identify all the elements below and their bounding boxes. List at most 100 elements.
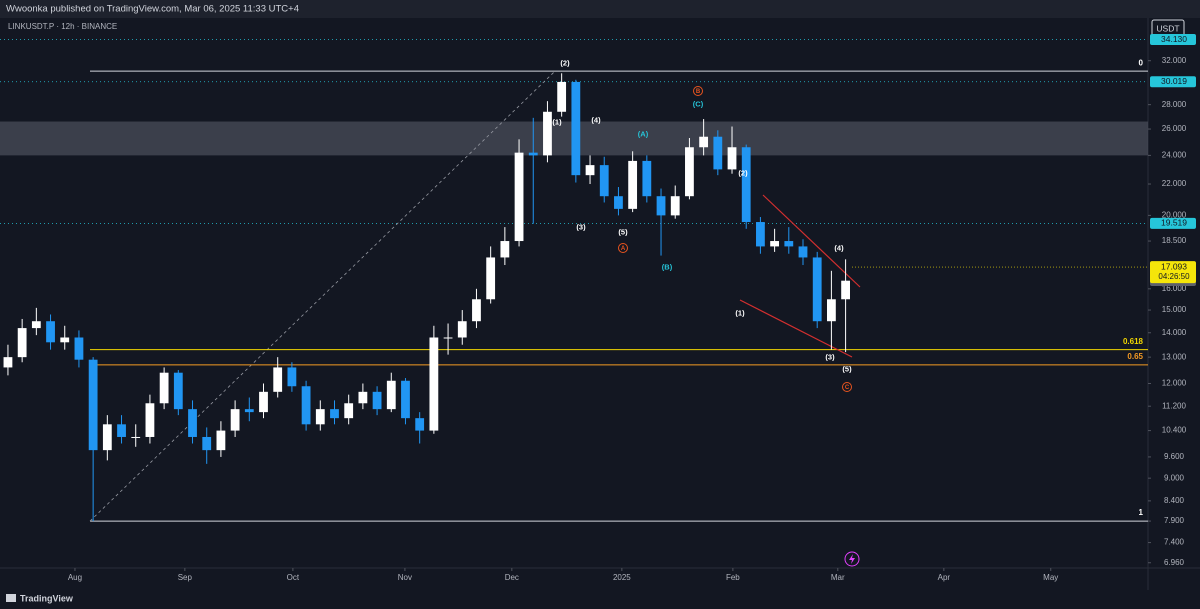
- candle-body: [486, 257, 496, 300]
- wave-label: (4): [591, 115, 601, 124]
- candle-body: [131, 436, 141, 438]
- alert-icon[interactable]: [844, 551, 860, 567]
- last-price-badge: [1150, 261, 1196, 284]
- fib-ratio: 0.618: [1123, 337, 1144, 346]
- candle-body: [3, 357, 13, 368]
- candle-body: [372, 391, 382, 410]
- candle-body: [670, 196, 680, 216]
- candle-body: [770, 241, 780, 247]
- y-tick-label: 26.000: [1162, 124, 1187, 133]
- candle-body: [614, 196, 623, 209]
- wave-label: A: [621, 246, 626, 252]
- candle-body: [344, 403, 354, 419]
- y-tick-label: 14.000: [1162, 328, 1187, 337]
- candle-body: [273, 367, 283, 392]
- wave-label: B: [696, 89, 701, 95]
- wave-circle: [693, 86, 703, 96]
- candle-body: [443, 337, 453, 339]
- logo-mark: [6, 594, 16, 602]
- candle-body: [457, 321, 467, 338]
- candle-body: [301, 386, 311, 425]
- candle-body: [259, 391, 268, 413]
- candle-body: [841, 280, 850, 300]
- candle-body: [642, 160, 652, 197]
- candle-body: [31, 321, 41, 329]
- y-tick-label: 32.000: [1162, 56, 1187, 65]
- wave-label: (C): [693, 99, 704, 108]
- x-tick-label: Aug: [68, 573, 82, 582]
- price-badge: [1150, 34, 1196, 46]
- candle-body: [727, 147, 737, 170]
- y-tick-label: 24.000: [1162, 150, 1187, 159]
- candle-body: [528, 152, 538, 156]
- y-tick-label: 12.000: [1162, 379, 1187, 388]
- candle-body: [713, 136, 723, 170]
- x-tick-label: Dec: [505, 573, 519, 582]
- y-tick-label: 6.960: [1164, 558, 1185, 567]
- candle-body: [812, 257, 822, 322]
- candle-body: [230, 409, 240, 431]
- wave-label: (5): [842, 364, 852, 373]
- wedge-line: [739, 299, 853, 358]
- x-tick-label: Mar: [831, 573, 845, 582]
- x-tick-label: Apr: [938, 573, 951, 582]
- y-tick-label: 28.000: [1162, 100, 1187, 109]
- price-badge: [1150, 217, 1196, 229]
- candle-body: [685, 147, 694, 197]
- candle-body: [514, 152, 524, 242]
- wave-label: (5): [618, 227, 628, 236]
- candle-body: [826, 299, 836, 322]
- candle-body: [74, 337, 84, 360]
- candle-body: [145, 403, 155, 437]
- candle-body: [585, 165, 595, 176]
- wave-label: (3): [825, 352, 835, 361]
- wave-label: (3): [576, 222, 586, 231]
- price-badge: [1150, 76, 1196, 88]
- x-tick-label: Oct: [287, 573, 300, 582]
- wave-circle: [618, 243, 628, 253]
- y-tick-label: 22.000: [1162, 179, 1187, 188]
- range-ratio: 0: [1139, 58, 1144, 67]
- candle-body: [415, 418, 425, 431]
- x-tick-label: Nov: [398, 573, 412, 582]
- candle-body: [386, 380, 396, 410]
- y-tick-label: 16.000: [1162, 284, 1187, 293]
- wave-label: C: [845, 385, 850, 391]
- candle-body: [741, 147, 751, 223]
- y-tick-label: 8.400: [1164, 496, 1185, 505]
- y-tick-label: 20.000: [1162, 210, 1187, 219]
- candle-body: [188, 409, 197, 437]
- y-tick-label: 10.400: [1162, 426, 1187, 435]
- fib-ratio: 0.65: [1127, 352, 1143, 361]
- logo: TradingView: [6, 593, 74, 603]
- price-badge-label: 19.519: [1161, 218, 1187, 228]
- y-tick-label: 18.500: [1162, 236, 1187, 245]
- candle-body: [599, 165, 609, 197]
- x-tick-label: May: [1043, 573, 1058, 582]
- candle-body: [656, 196, 666, 216]
- x-tick-label: Feb: [726, 573, 740, 582]
- alert-bolt[interactable]: [849, 554, 855, 564]
- candle-body: [202, 436, 212, 451]
- currency[interactable]: USDT: [1156, 23, 1179, 33]
- candle-body: [628, 160, 638, 209]
- price-badge-label: 30.019: [1161, 76, 1187, 86]
- y-tick-label: 11.200: [1162, 401, 1186, 410]
- y-tick-label: 7.400: [1164, 538, 1185, 547]
- candle-body: [571, 81, 581, 176]
- candle-body: [472, 299, 481, 322]
- candle-body: [315, 409, 325, 425]
- candle-body: [500, 241, 510, 258]
- wedge-line: [762, 194, 861, 288]
- candle-body: [784, 241, 794, 247]
- wave-label: (1): [552, 117, 562, 126]
- candle-body: [17, 328, 27, 358]
- candle-body: [557, 81, 567, 112]
- candle-body: [287, 367, 297, 387]
- plot: 6.960 7.400 7.900 8.400 9.000 9.600 10.400 11.2…: [0, 34, 1196, 582]
- candle-body: [117, 424, 126, 437]
- footer: [0, 590, 1200, 609]
- candle-body: [401, 380, 410, 419]
